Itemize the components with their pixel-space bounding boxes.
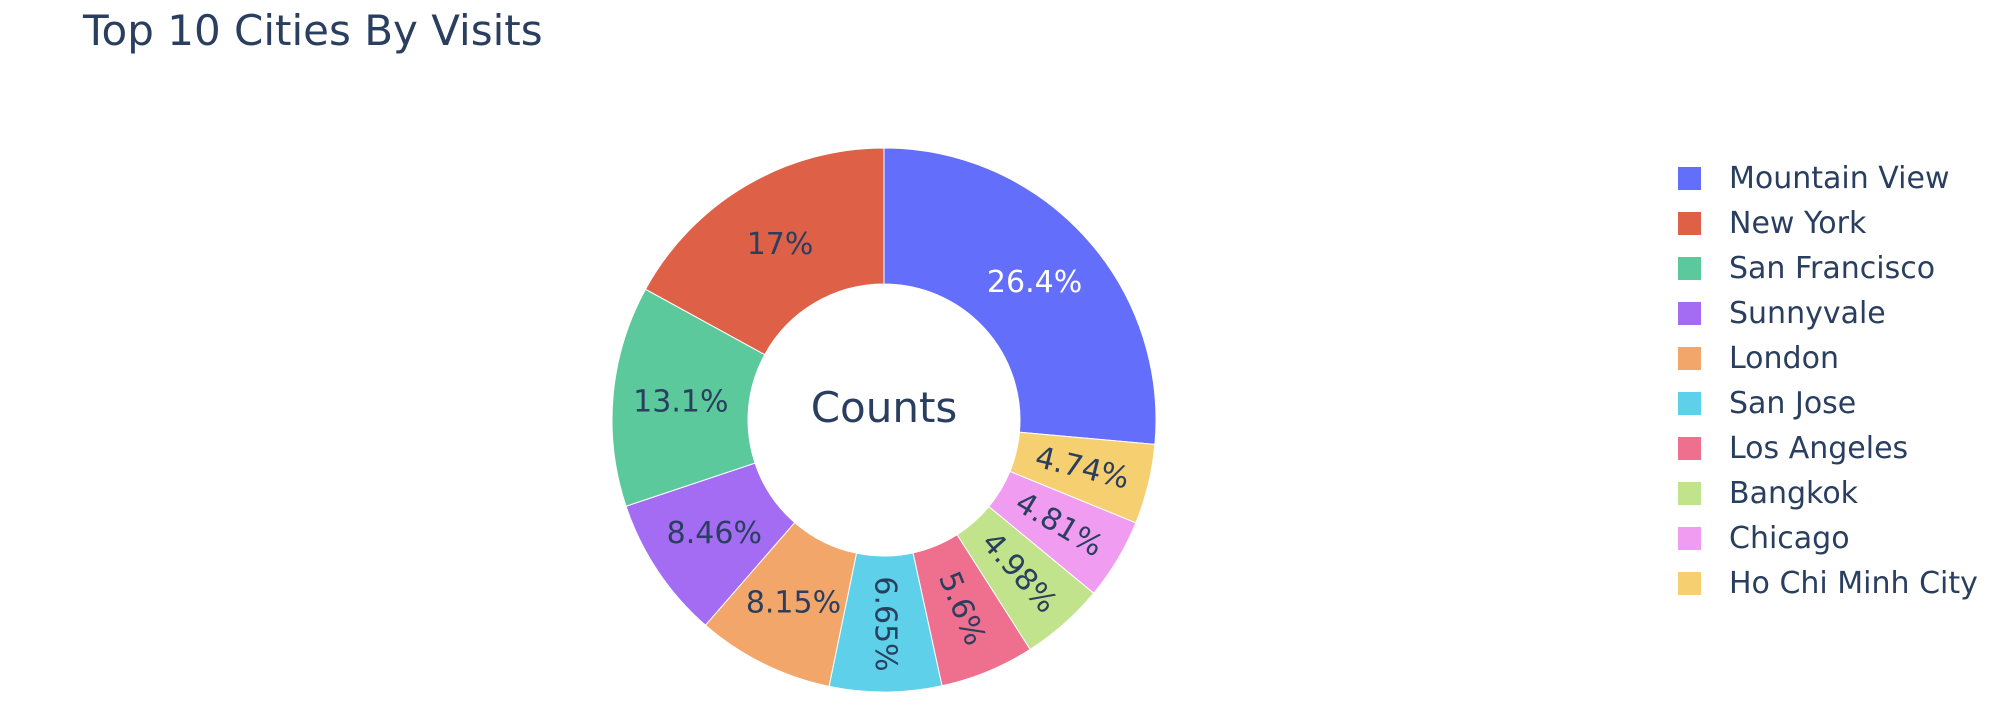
slice-label-mountain-view: 26.4% <box>987 265 1082 300</box>
legend-swatch <box>1678 437 1701 460</box>
legend-label: Ho Chi Minh City <box>1729 566 1978 601</box>
legend-swatch <box>1678 482 1701 505</box>
legend-item-london[interactable]: London <box>1678 336 1978 381</box>
legend-label: Mountain View <box>1729 161 1950 196</box>
center-label: Counts <box>811 383 958 432</box>
legend-swatch <box>1678 527 1701 550</box>
legend-item-ho-chi-minh-city[interactable]: Ho Chi Minh City <box>1678 561 1978 606</box>
slice-san-francisco[interactable] <box>611 288 766 507</box>
legend-swatch <box>1678 212 1701 235</box>
legend-swatch <box>1678 167 1701 190</box>
legend-label: Bangkok <box>1729 476 1859 511</box>
legend-swatch <box>1678 257 1701 280</box>
legend-item-sunnyvale[interactable]: Sunnyvale <box>1678 291 1978 336</box>
legend-item-san-francisco[interactable]: San Francisco <box>1678 246 1978 291</box>
slice-new-york[interactable] <box>644 147 885 356</box>
legend-swatch <box>1678 392 1701 415</box>
legend-item-bangkok[interactable]: Bangkok <box>1678 471 1978 516</box>
legend-swatch <box>1678 302 1701 325</box>
chart-title: Top 10 Cities By Visits <box>83 6 543 55</box>
legend-item-new-york[interactable]: New York <box>1678 201 1978 246</box>
donut-slices <box>611 147 1157 693</box>
slice-label-new-york: 17% <box>747 227 814 262</box>
legend-item-los-angeles[interactable]: Los Angeles <box>1678 426 1978 471</box>
legend-label: New York <box>1729 206 1867 241</box>
legend-label: London <box>1729 341 1839 376</box>
slice-label-san-francisco: 13.1% <box>633 384 728 419</box>
legend-label: San Francisco <box>1729 251 1936 286</box>
slice-mountain-view[interactable] <box>883 147 1157 445</box>
legend: Mountain View New York San Francisco Sunnyv… <box>1678 156 1978 606</box>
legend-label: San Jose <box>1729 386 1857 421</box>
legend-item-chicago[interactable]: Chicago <box>1678 516 1978 561</box>
slice-label-san-jose: 6.65% <box>867 576 903 672</box>
legend-label: Chicago <box>1729 521 1850 556</box>
legend-label: Sunnyvale <box>1729 296 1886 331</box>
slice-label-london: 8.15% <box>746 585 841 620</box>
slice-label-sunnyvale: 8.46% <box>667 516 762 551</box>
legend-item-san-jose[interactable]: San Jose <box>1678 381 1978 426</box>
legend-label: Los Angeles <box>1729 431 1909 466</box>
legend-item-mountain-view[interactable]: Mountain View <box>1678 156 1978 201</box>
legend-swatch <box>1678 572 1701 595</box>
legend-swatch <box>1678 347 1701 370</box>
